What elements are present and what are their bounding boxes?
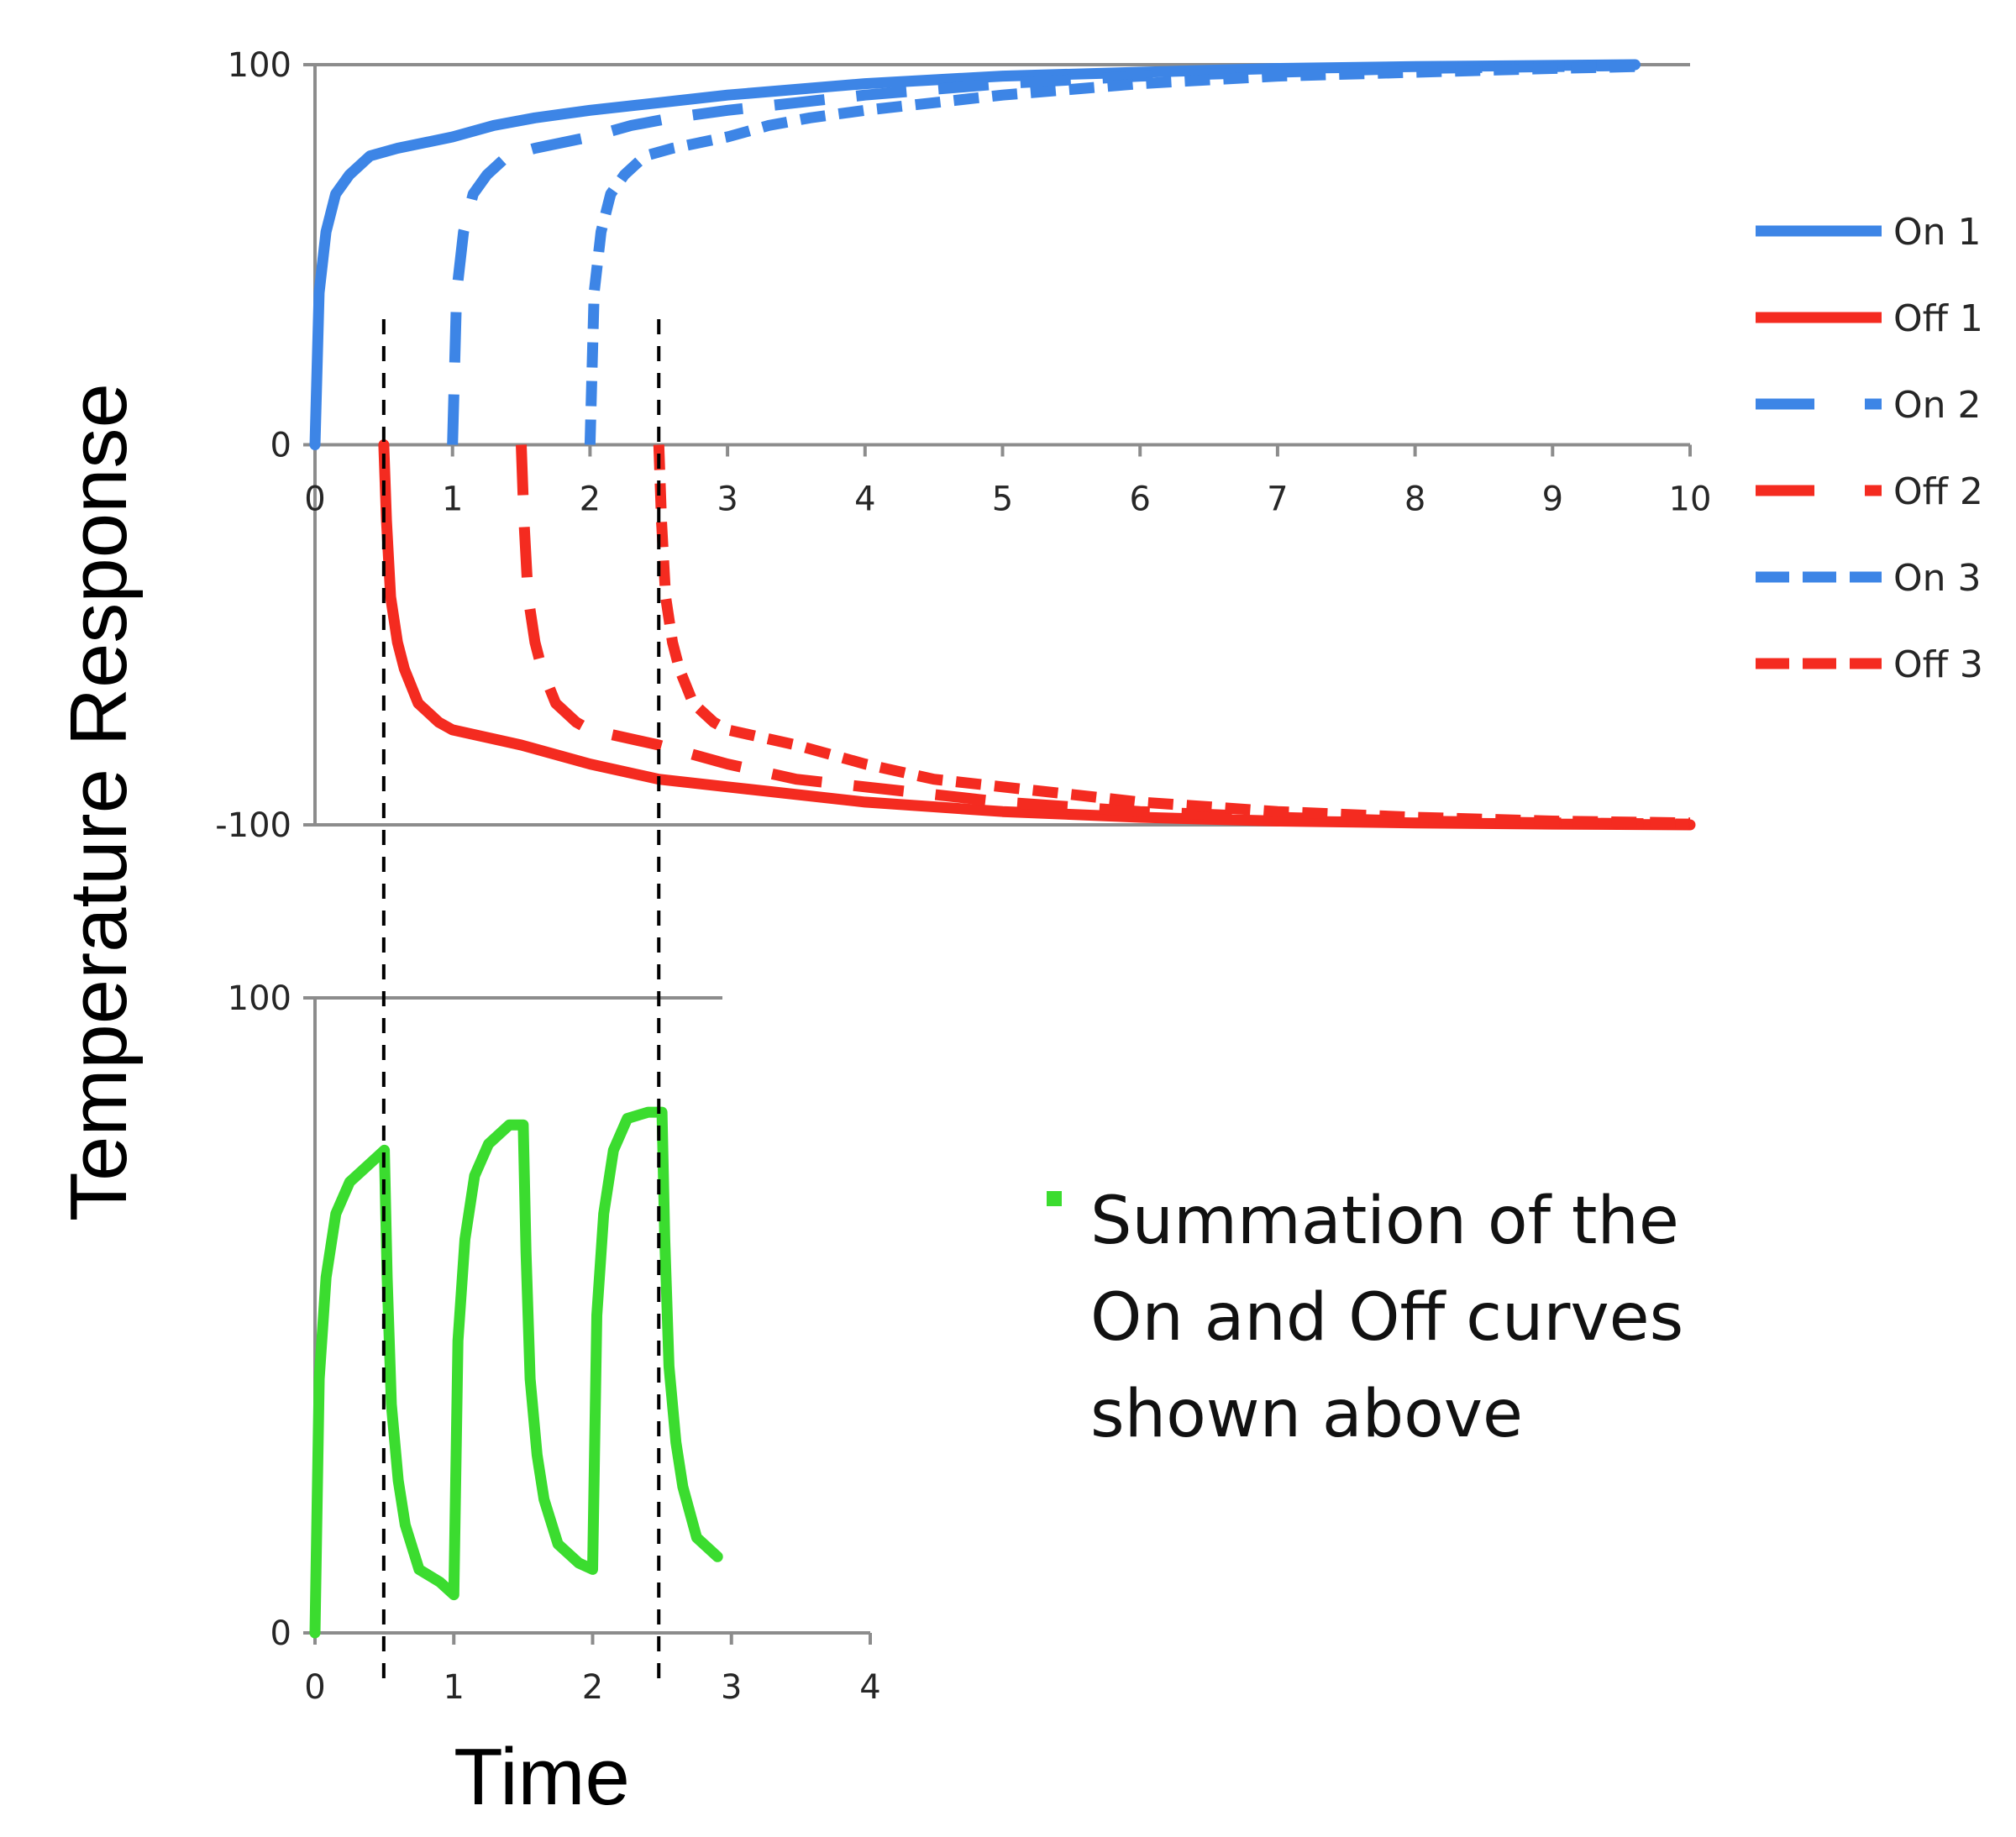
legend-label: Off 2 (1893, 470, 1983, 513)
x-tick-label: 4 (859, 1668, 880, 1707)
x-tick-label: 3 (721, 1668, 742, 1707)
x-tick-label: 7 (1267, 480, 1288, 519)
x-tick-label: 10 (1669, 480, 1712, 519)
x-tick-label: 0 (304, 480, 325, 519)
y-tick-label: 100 (228, 979, 291, 1018)
annotation-line-1: Summation of the (1090, 1184, 1679, 1259)
legend-label: On 2 (1893, 384, 1982, 427)
x-axis-title: Time (454, 1732, 630, 1822)
series-line-on-2 (447, 60, 1635, 445)
guide-lines (381, 319, 661, 1688)
y-tick-label: 0 (270, 427, 291, 465)
annotation-line-3: shown above (1090, 1377, 1523, 1452)
legend-label: Off 1 (1893, 297, 1983, 340)
x-tick-label: 1 (444, 1668, 465, 1707)
x-tick-label: 2 (582, 1668, 603, 1707)
top-chart: 100 0 -100 0 1 2 3 4 5 6 7 8 9 10 (215, 46, 1711, 845)
y-tick-label: -100 (215, 806, 291, 845)
x-tick-label: 5 (992, 480, 1013, 519)
x-tick-label: 0 (304, 1668, 325, 1707)
bottom-chart: 100 00 1 2 3 4 (228, 979, 881, 1707)
series-line-off-3 (653, 444, 1691, 829)
x-tick-label: 6 (1129, 480, 1150, 519)
series-line-on-1 (309, 59, 1641, 450)
y-tick-label: 0 (270, 1614, 291, 1653)
y-tick-label: 100 (228, 46, 291, 85)
annotation: Summation of the On and Off curves shown… (1047, 1184, 1683, 1452)
x-tick-label: 3 (717, 480, 738, 519)
legend-label: On 1 (1893, 211, 1982, 254)
legend-label: Off 3 (1893, 643, 1983, 686)
x-tick-label: 8 (1404, 480, 1425, 519)
legend: On 1 Off 1 On 2 Off 2 On 3 Off 3 (1756, 211, 1983, 686)
series-line-on-3 (584, 60, 1635, 445)
x-tick-label: 4 (854, 480, 875, 519)
annotation-line-2: On and Off curves (1090, 1280, 1683, 1356)
x-tick-label: 1 (442, 480, 463, 519)
y-axis-title: Temperature Response (54, 383, 144, 1221)
annotation-marker (1047, 1191, 1062, 1206)
legend-label: On 3 (1893, 557, 1982, 600)
series-line-off-2 (516, 444, 1691, 830)
x-tick-label: 2 (580, 480, 601, 519)
x-tick-label: 9 (1542, 480, 1563, 519)
